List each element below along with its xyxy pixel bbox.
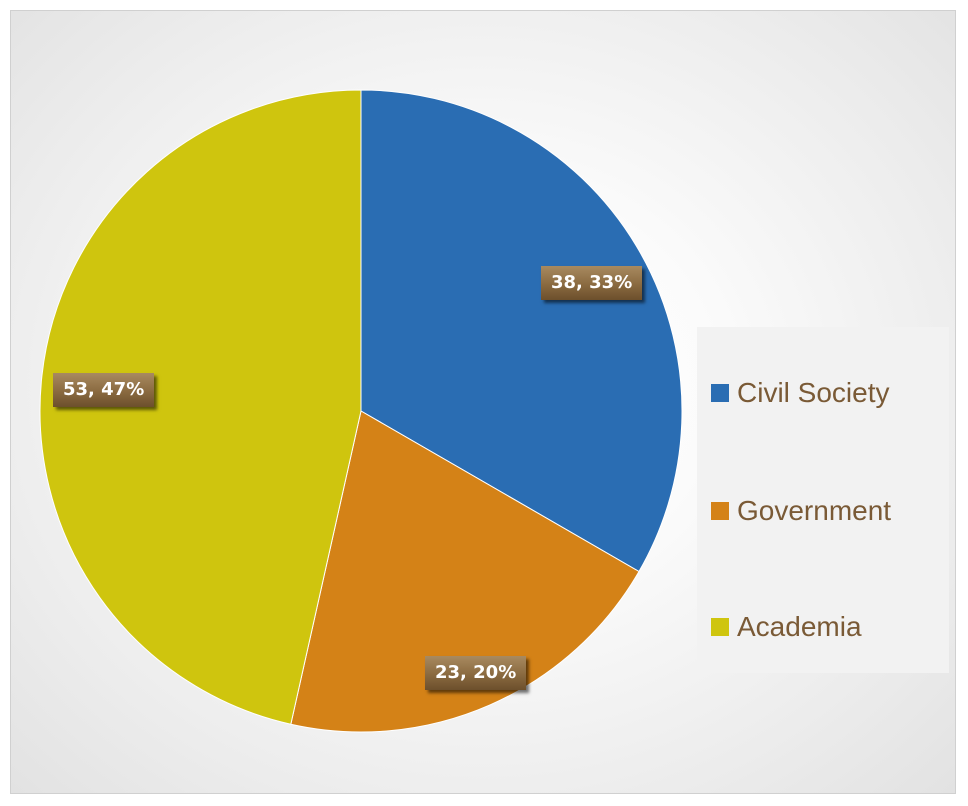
legend-swatch-academia xyxy=(711,618,729,636)
legend-label-government: Government xyxy=(737,495,892,526)
legend-item-civil-society: Civil Society xyxy=(711,373,889,413)
data-label-academia: 53, 47% xyxy=(53,373,155,407)
pie-slice-academia xyxy=(39,89,362,725)
chart-area: 38, 33% 23, 20% 53, 47% Civil Society Go… xyxy=(10,10,956,794)
legend-label-academia: Academia xyxy=(737,611,862,642)
legend-swatch-civil-society xyxy=(711,384,729,402)
legend-swatch-government xyxy=(711,502,729,520)
legend-label-civil-society: Civil Society xyxy=(737,377,890,408)
legend-item-academia: Academia xyxy=(711,607,862,647)
pie-slice-civil-society xyxy=(360,89,683,573)
legend-item-government: Government xyxy=(711,491,891,531)
pie-slice-government xyxy=(290,410,640,733)
data-label-civil-society: 38, 33% xyxy=(541,266,643,300)
legend: Civil Society Government Academia xyxy=(697,327,949,673)
pie-chart xyxy=(39,89,683,733)
data-label-government: 23, 20% xyxy=(425,656,527,690)
